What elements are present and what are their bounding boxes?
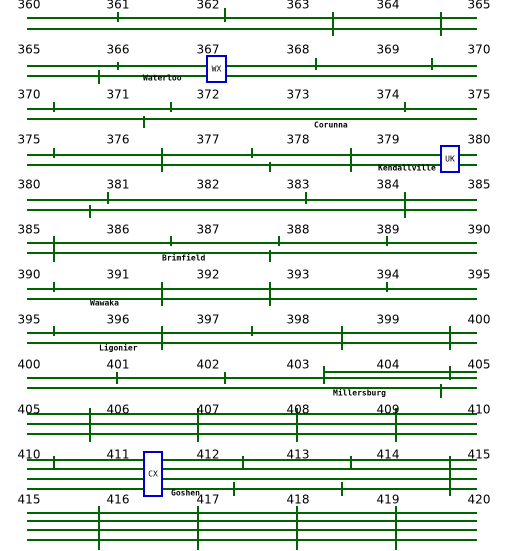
milepost-label: 400 xyxy=(18,358,41,372)
signal-box xyxy=(206,55,227,83)
milepost-label: 362 xyxy=(197,0,220,12)
milepost-label: 403 xyxy=(287,358,310,372)
milepost-label: 375 xyxy=(468,88,491,102)
milepost-label: 407 xyxy=(197,403,220,417)
milepost-label: 392 xyxy=(197,268,220,282)
milepost-label: 388 xyxy=(287,223,310,237)
milepost-label: 360 xyxy=(18,0,41,12)
milepost-label: 415 xyxy=(18,493,41,507)
milepost-label: 400 xyxy=(468,313,491,327)
milepost-label: 387 xyxy=(197,223,220,237)
milepost-label: 420 xyxy=(468,493,491,507)
milepost-label: 412 xyxy=(197,448,220,462)
milepost-label: 390 xyxy=(18,268,41,282)
milepost-label: 368 xyxy=(287,43,310,57)
milepost-label: 372 xyxy=(197,88,220,102)
milepost-label: 405 xyxy=(468,358,491,372)
milepost-label: 389 xyxy=(377,223,400,237)
milepost-label: 398 xyxy=(287,313,310,327)
milepost-label: 402 xyxy=(197,358,220,372)
milepost-label: 405 xyxy=(18,403,41,417)
station-label: Brimfield xyxy=(162,253,206,263)
milepost-label: 411 xyxy=(107,448,130,462)
milepost-label: 394 xyxy=(377,268,400,282)
milepost-label: 366 xyxy=(107,43,130,57)
milepost-label: 380 xyxy=(18,178,41,192)
milepost-label: 419 xyxy=(377,493,400,507)
milepost-label: 395 xyxy=(18,313,41,327)
station-label: Millersburg xyxy=(333,388,386,398)
milepost-label: 416 xyxy=(107,493,130,507)
milepost-label: 379 xyxy=(377,133,400,147)
milepost-label: 381 xyxy=(107,178,130,192)
milepost-label: 377 xyxy=(197,133,220,147)
milepost-label: 393 xyxy=(287,268,310,282)
station-label: Corunna xyxy=(314,121,348,130)
signal-box-label: CX xyxy=(148,470,158,479)
milepost-label: 373 xyxy=(287,88,310,102)
milepost-label: 380 xyxy=(468,133,491,147)
milepost-label: 395 xyxy=(468,268,491,282)
signal-box xyxy=(143,451,163,497)
milepost-label: 391 xyxy=(107,268,130,282)
milepost-label: 370 xyxy=(468,43,491,57)
milepost-label: 385 xyxy=(468,178,491,192)
milepost-label: 374 xyxy=(377,88,400,102)
milepost-label: 417 xyxy=(197,493,220,507)
milepost-label: 385 xyxy=(18,223,41,237)
milepost-label: 401 xyxy=(107,358,130,372)
station-label: Kendallville xyxy=(378,163,436,173)
milepost-label: 367 xyxy=(197,43,220,57)
signal-box-label: WX xyxy=(212,65,222,74)
milepost-label: 369 xyxy=(377,43,400,57)
milepost-label: 406 xyxy=(107,403,130,417)
station-label: Ligonier xyxy=(99,343,138,353)
milepost-label: 390 xyxy=(468,223,491,237)
milepost-label: 382 xyxy=(197,178,220,192)
milepost-label: 386 xyxy=(107,223,130,237)
milepost-label: 413 xyxy=(287,448,310,462)
milepost-label: 363 xyxy=(287,0,310,12)
milepost-label: 418 xyxy=(287,493,310,507)
milepost-label: 365 xyxy=(18,43,41,57)
milepost-label: 399 xyxy=(377,313,400,327)
milepost-label: 397 xyxy=(197,313,220,327)
milepost-label: 370 xyxy=(18,88,41,102)
milepost-label: 365 xyxy=(468,0,491,12)
milepost-label: 415 xyxy=(468,448,491,462)
milepost-label: 404 xyxy=(377,358,400,372)
milepost-label: 408 xyxy=(287,403,310,417)
milepost-label: 383 xyxy=(287,178,310,192)
milepost-label: 410 xyxy=(468,403,491,417)
milepost-label: 376 xyxy=(107,133,130,147)
milepost-label: 371 xyxy=(107,88,130,102)
station-label: Goshen xyxy=(171,489,200,498)
milepost-label: 375 xyxy=(18,133,41,147)
milepost-label: 364 xyxy=(377,0,400,12)
milepost-label: 396 xyxy=(107,313,130,327)
signal-box xyxy=(440,145,460,173)
milepost-label: 414 xyxy=(377,448,400,462)
station-label: Wawaka xyxy=(90,299,119,308)
milepost-label: 410 xyxy=(18,448,41,462)
signal-box-label: UK xyxy=(445,155,455,164)
station-label: Waterloo xyxy=(143,74,182,83)
milepost-label: 361 xyxy=(107,0,130,12)
milepost-label: 378 xyxy=(287,133,310,147)
milepost-label: 409 xyxy=(377,403,400,417)
milepost-label: 384 xyxy=(377,178,400,192)
